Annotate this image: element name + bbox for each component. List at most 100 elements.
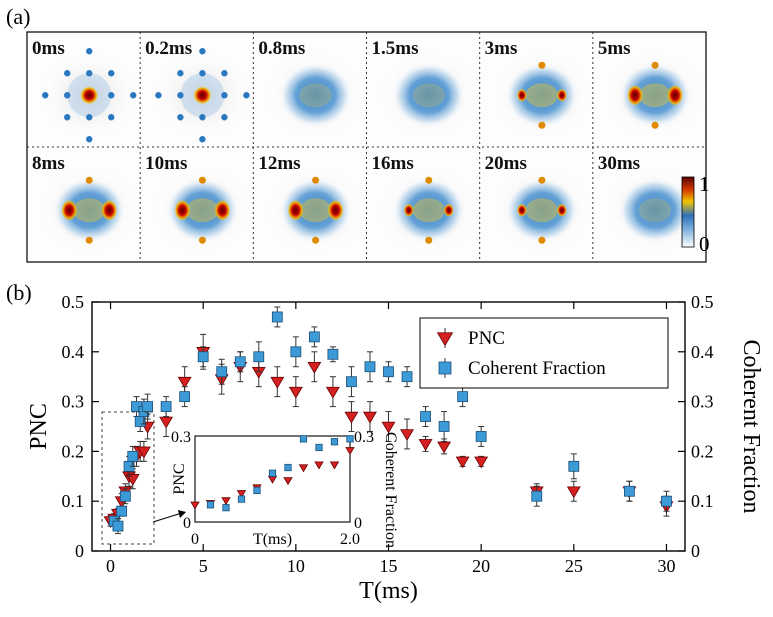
data-point [455, 456, 470, 469]
x-tick-label: 15 [380, 556, 398, 576]
y2-axis-title: Coherent Fraction [738, 340, 764, 514]
y2-tick-label: 0.2 [691, 441, 714, 461]
absorption-image: 10ms [145, 153, 255, 257]
y-tick-label: 0.2 [62, 441, 85, 461]
inset-data-point [299, 435, 308, 443]
data-point [271, 311, 283, 323]
absorption-image: 1.5ms [372, 38, 481, 142]
frame-time-label: 12ms [258, 153, 300, 174]
side-peak-left [61, 199, 78, 221]
lattice-peak [130, 92, 137, 99]
bottom-peak [85, 236, 93, 244]
legend-label: PNC [468, 328, 505, 349]
data-point [437, 441, 452, 454]
data-point [127, 450, 139, 462]
side-peak-left [174, 199, 191, 221]
data-point [142, 401, 153, 412]
frame-time-label: 30ms [598, 153, 640, 174]
data-point [624, 485, 635, 497]
data-point [566, 486, 581, 499]
data-point [661, 495, 672, 507]
inset-data-point [237, 495, 246, 503]
inset-y-tick-label: 0 [183, 515, 191, 532]
side-peak-right [556, 88, 567, 102]
lattice-peak [221, 114, 228, 121]
frame-time-label: 5ms [598, 38, 631, 59]
panel-b-label: (b) [6, 280, 32, 305]
side-peak-right [101, 199, 118, 221]
data-point [177, 376, 192, 389]
inset-y2-tick-label: 0.3 [354, 429, 374, 446]
series-coherent-fraction [108, 306, 672, 535]
data-point [438, 421, 450, 432]
side-peak-left [516, 88, 527, 102]
zoom-arrow-head [178, 510, 186, 518]
panel-a-image-grid: 0ms 0.2ms 0.8ms 1.5ms 3ms 5ms 8ms 10ms 12ms 16ms 2… [26, 31, 710, 263]
lattice-peak [177, 92, 184, 99]
inset-data-point [346, 435, 354, 443]
lattice-peak [199, 70, 206, 77]
data-point [136, 446, 151, 459]
x-tick-label: 10 [287, 556, 305, 576]
frame-time-label: 1.5ms [372, 38, 419, 59]
frame-time-label: 8ms [32, 153, 65, 174]
side-peak-right [667, 84, 684, 106]
inset-chart: 0 2.000.300.3T(ms)PNC Coherent Fraction [171, 429, 399, 548]
thermal-cloud [279, 63, 352, 128]
inset-data-point [315, 443, 323, 452]
data-point [400, 429, 414, 442]
absorption-image: 12ms [258, 153, 368, 257]
side-peak-left [287, 199, 304, 221]
data-point [344, 411, 359, 424]
data-point [125, 474, 140, 486]
colorbar-min-label: 0 [699, 232, 710, 256]
absorption-image: 8ms [32, 153, 142, 257]
side-peak-left [516, 203, 527, 217]
bottom-peak [425, 236, 433, 244]
inset-y-tick-label: 0.3 [171, 429, 191, 446]
inset-x-axis-title: T(ms) [253, 531, 292, 548]
data-point [270, 376, 285, 389]
inset-y2-axis-title: Coherent Fraction [382, 432, 399, 548]
x-tick-label: 5 [199, 556, 208, 576]
top-peak [425, 176, 433, 184]
inset-data-point [253, 486, 261, 495]
inset-data-point [330, 438, 339, 446]
y2-tick-label: 0 [691, 541, 700, 561]
central-peak [80, 86, 99, 105]
frame-time-label: 0.8ms [258, 38, 305, 59]
top-peak [651, 61, 659, 69]
lattice-peak [221, 70, 228, 77]
cloud-core [525, 198, 558, 223]
absorption-image: 0.2ms [145, 38, 255, 143]
frame-time-label: 16ms [372, 153, 414, 174]
inset-data-point [236, 490, 247, 499]
inset-y-axis-title: PNC [171, 463, 188, 494]
y-tick-label: 0.3 [62, 392, 85, 412]
bottom-peak [312, 236, 320, 244]
inset-data-point [206, 501, 215, 509]
data-point [197, 351, 209, 363]
data-point [308, 331, 320, 343]
x-tick-label: 20 [472, 556, 490, 576]
inset-data-point [222, 504, 230, 512]
data-point [160, 401, 172, 412]
data-point [327, 348, 339, 360]
data-point [401, 371, 413, 383]
thermal-cloud [392, 63, 465, 128]
x-tick-label: 0 [106, 556, 115, 576]
data-point [216, 366, 228, 378]
legend-label: Coherent Fraction [468, 358, 606, 379]
data-point [418, 439, 433, 451]
bottom-peak [538, 121, 546, 129]
lattice-peak [199, 114, 206, 121]
lattice-peak [108, 114, 115, 121]
inset-data-point [314, 461, 324, 470]
legend-marker [438, 361, 452, 375]
cloud-core [299, 83, 332, 108]
inset-data-point [221, 497, 231, 506]
inset-data-point [190, 501, 200, 510]
bottom-peak [651, 121, 659, 129]
inset-data-point [298, 464, 309, 473]
thermal-cloud [619, 63, 692, 128]
